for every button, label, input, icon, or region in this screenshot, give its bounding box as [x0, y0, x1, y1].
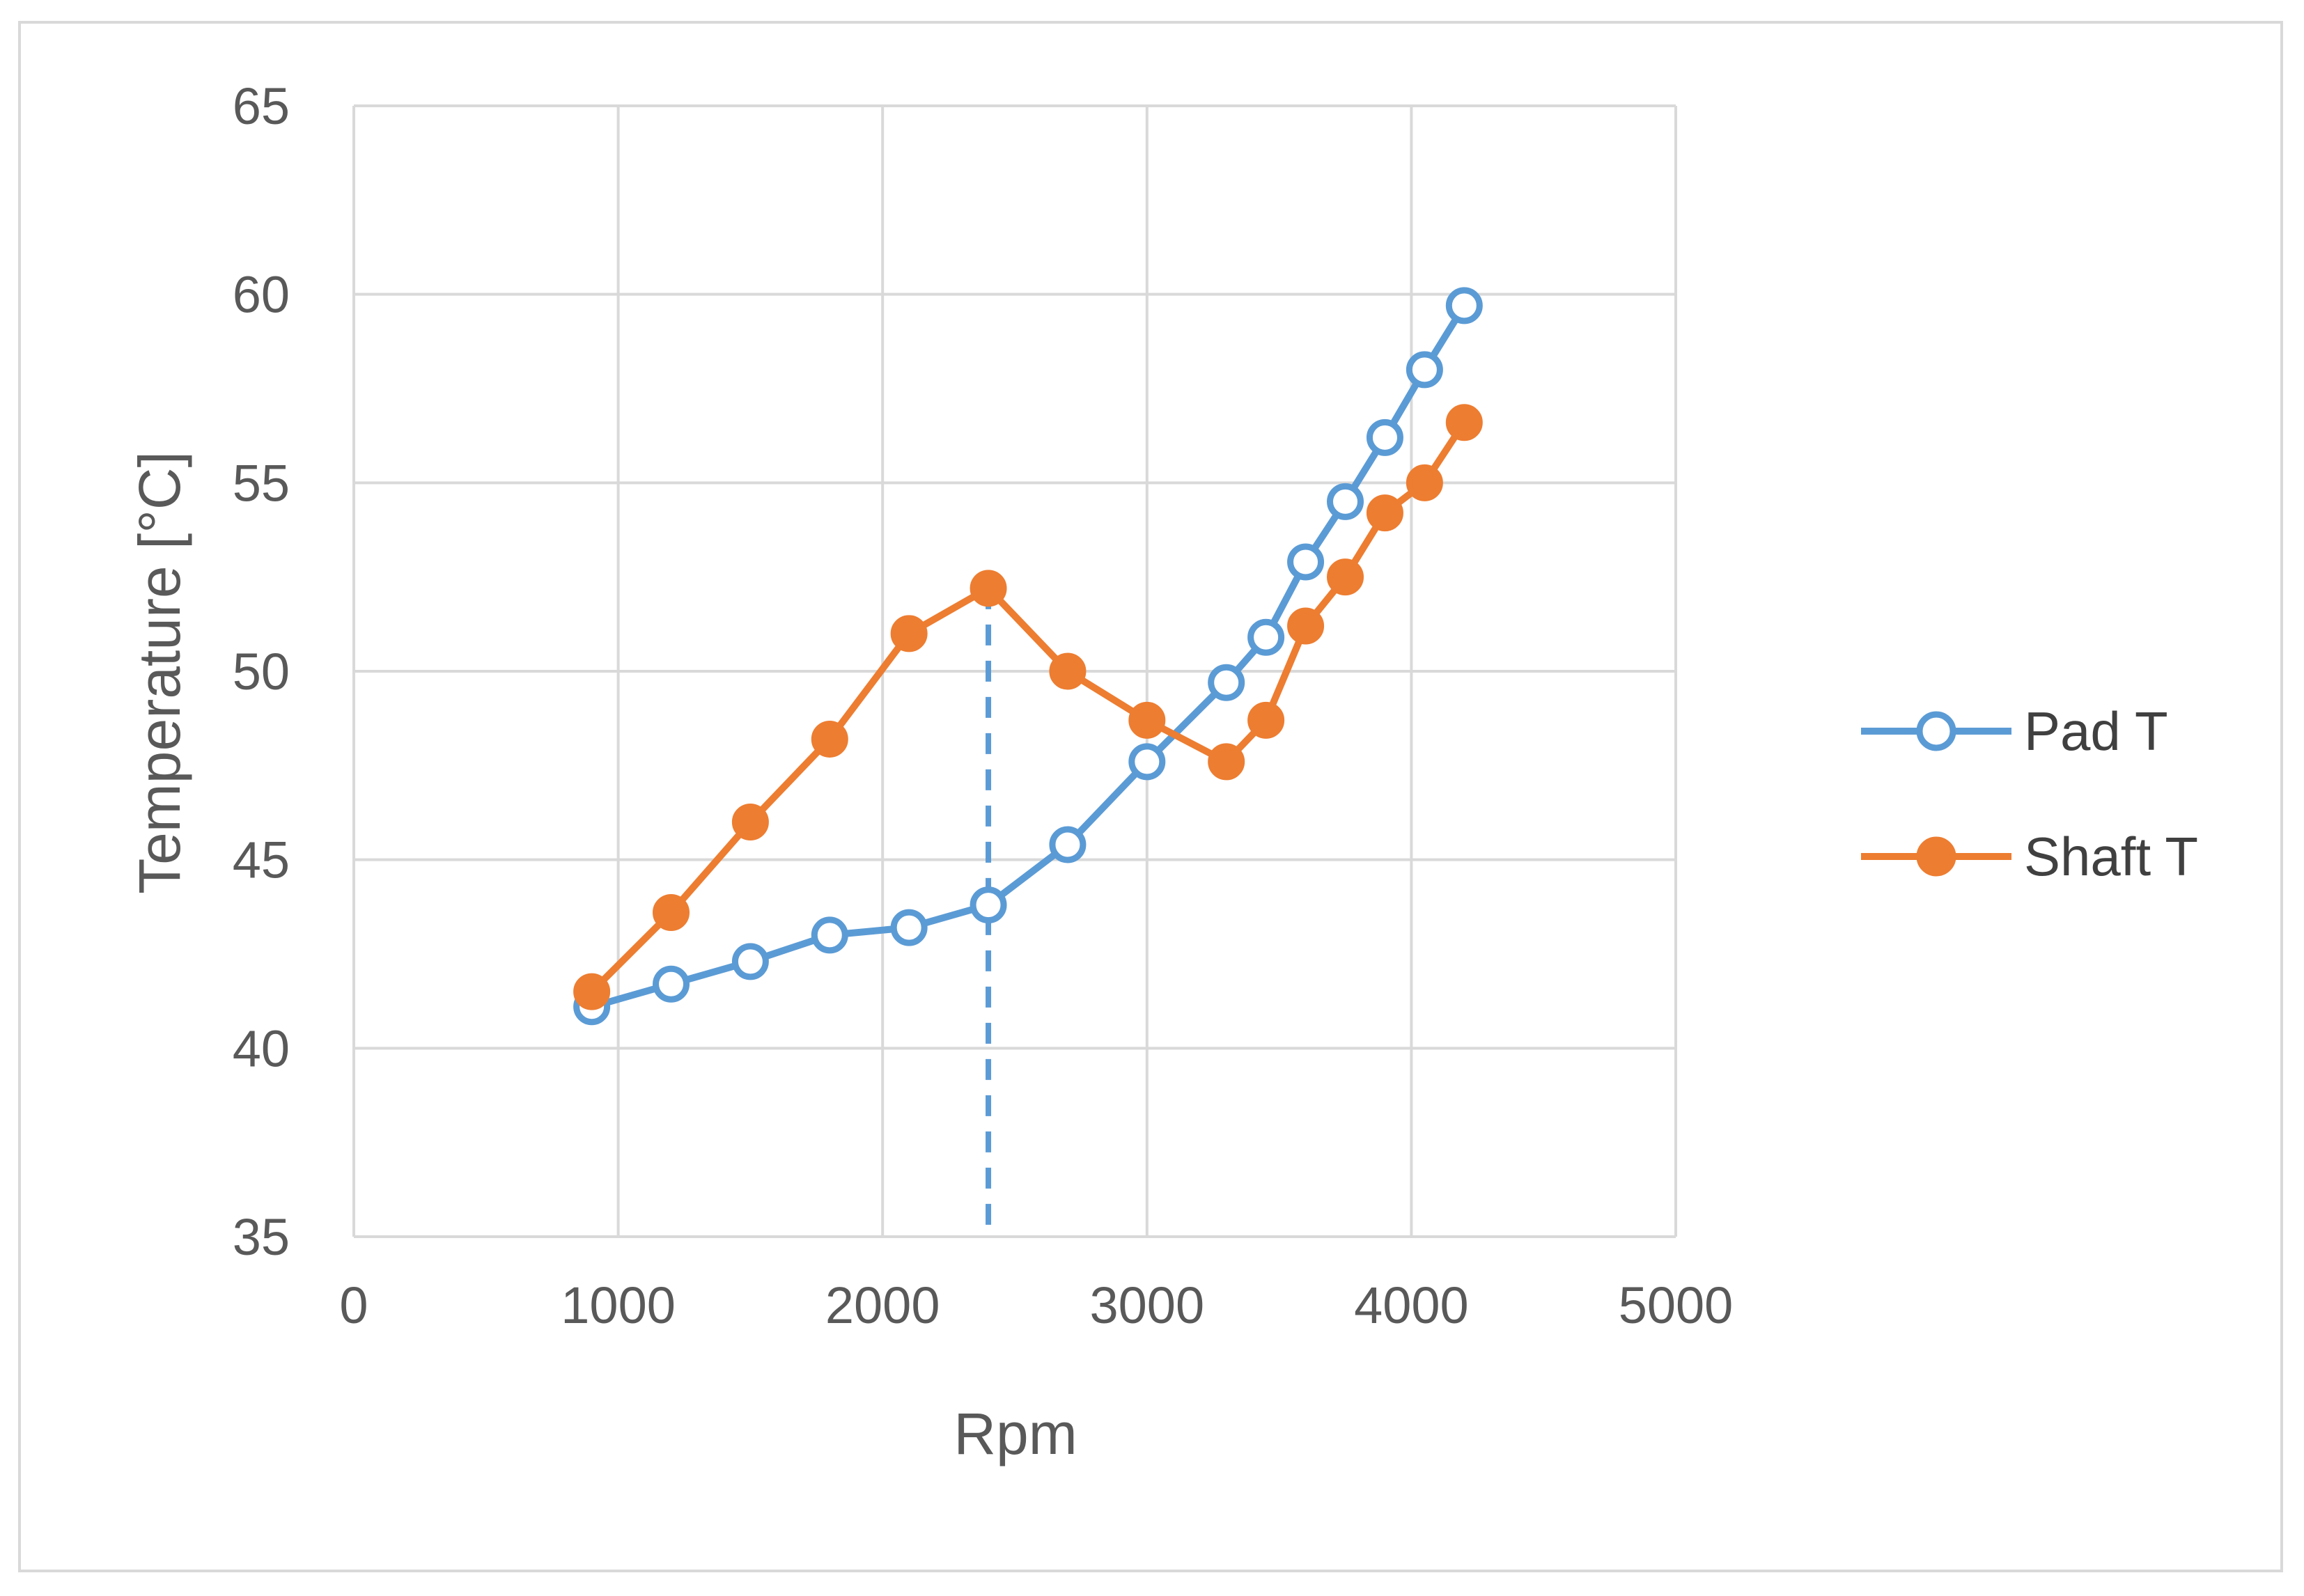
data-point: [1445, 404, 1483, 441]
data-point: [573, 973, 611, 1010]
data-point: [731, 943, 769, 980]
x-axis-title: Rpm: [953, 1401, 1077, 1466]
y-tick-label: 40: [233, 1019, 290, 1077]
data-point: [811, 916, 848, 954]
data-point: [1287, 607, 1325, 645]
data-point: [731, 804, 769, 841]
data-point: [970, 570, 1007, 607]
grid: [352, 104, 1677, 1238]
y-tick-label: 35: [233, 1208, 290, 1266]
legend-label: Pad T: [2024, 701, 2168, 762]
data-point: [1247, 701, 1285, 739]
data-point: [1128, 701, 1166, 739]
legend-label: Shaft T: [2024, 826, 2198, 887]
x-tick-label: 3000: [1089, 1276, 1204, 1334]
data-point: [653, 965, 690, 1003]
x-tick-label: 5000: [1619, 1276, 1734, 1334]
series-line: [591, 304, 1468, 1010]
data-point: [1049, 652, 1087, 690]
data-point: [1208, 743, 1245, 781]
y-axis-title: Temperature [°C]: [127, 451, 192, 894]
data-point: [890, 615, 928, 652]
chart-frame: [18, 21, 2283, 1572]
x-axis-ticks: 0 1000 2000 3000 4000 5000: [339, 1276, 1733, 1334]
data-point: [1128, 743, 1166, 781]
x-tick-label: 2000: [825, 1276, 940, 1334]
data-point: [970, 886, 1007, 924]
data-point: [1327, 483, 1364, 520]
data-point: [1247, 618, 1285, 656]
series-shaft-t: [573, 404, 1483, 1010]
data-point: [811, 720, 848, 758]
legend-marker: [1916, 836, 1956, 877]
data-point: [1445, 287, 1483, 324]
data-point: [1366, 418, 1403, 456]
y-axis-ticks: 35 40 45 50 55 60 65: [233, 77, 290, 1266]
x-tick-label: 1000: [561, 1276, 676, 1334]
data-point: [653, 893, 690, 931]
data-point: [1406, 351, 1443, 389]
data-point: [1287, 543, 1325, 581]
y-tick-label: 50: [233, 643, 290, 701]
data-point: [1366, 494, 1403, 532]
x-tick-label: 4000: [1354, 1276, 1469, 1334]
data-point: [1406, 464, 1443, 501]
data-point: [890, 909, 928, 946]
y-tick-label: 45: [233, 831, 290, 889]
series-layer: [573, 287, 1483, 1026]
series-pad-t: [573, 287, 1483, 1026]
data-point: [1327, 558, 1364, 596]
data-point: [1049, 826, 1087, 863]
legend: Pad T Shaft T: [1861, 701, 2198, 887]
y-tick-label: 65: [233, 77, 290, 135]
y-tick-label: 60: [233, 266, 290, 324]
data-point: [1208, 664, 1245, 701]
legend-marker: [1916, 711, 1956, 751]
y-tick-label: 55: [233, 454, 290, 512]
x-tick-label: 0: [339, 1276, 368, 1334]
